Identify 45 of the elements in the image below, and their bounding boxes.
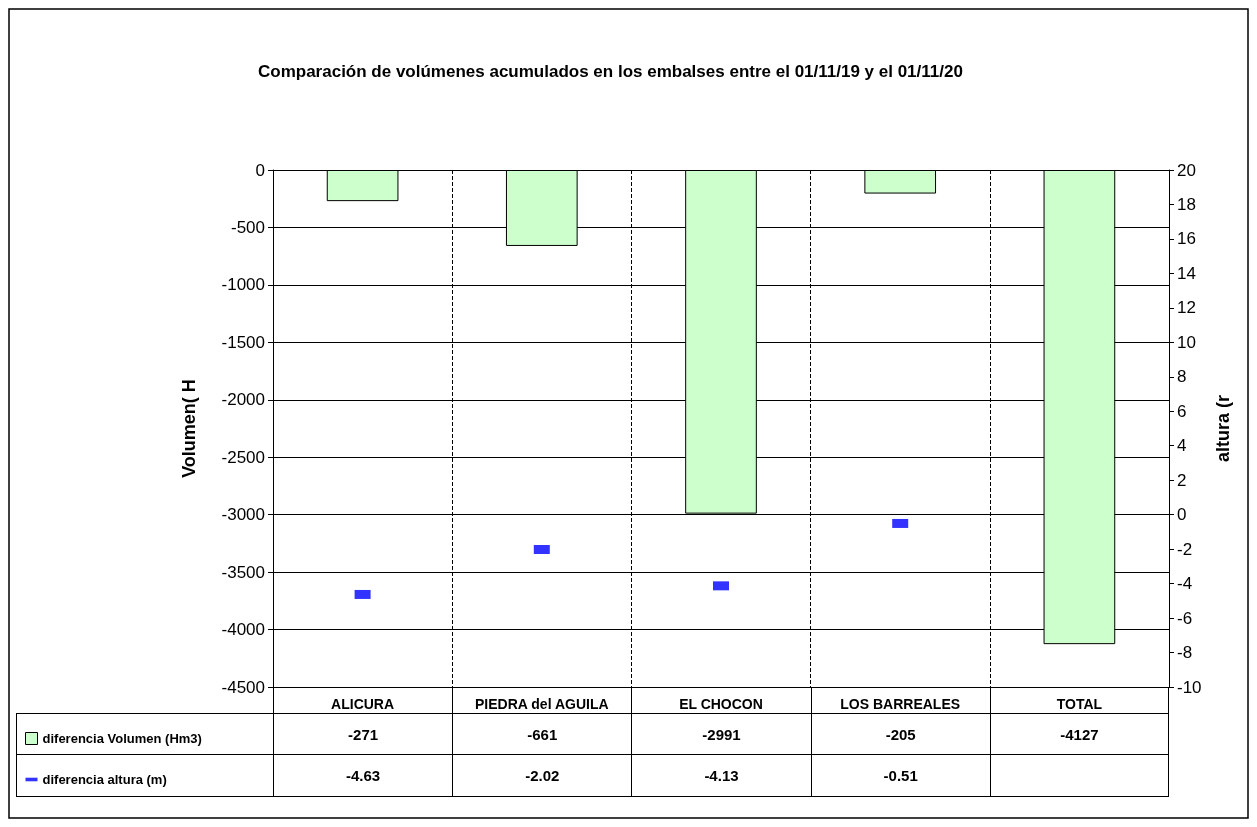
legend-label: diferencia altura (m) <box>42 772 167 787</box>
y2-tick-label: 12 <box>1177 298 1196 318</box>
y2-tick-label: -2 <box>1177 539 1193 559</box>
y-tick-label: -2500 <box>221 447 265 467</box>
y-tick-label: 0 <box>255 160 265 180</box>
y2-tick-label: 0 <box>1177 505 1187 525</box>
y2-tick-label: 8 <box>1177 367 1187 387</box>
y2-tick-label: -8 <box>1177 643 1193 663</box>
y-tick-label: -500 <box>230 217 265 237</box>
y-tick-label: -2000 <box>221 390 265 410</box>
data-label: -2.02 <box>452 755 632 797</box>
data-label: -271 <box>273 713 453 755</box>
y-tick-label: -3000 <box>221 505 265 525</box>
x-tick-label: PIEDRA del AGUILA <box>475 696 609 712</box>
x-tick-label: EL CHOCON <box>679 696 763 712</box>
y2-tick-label: 14 <box>1177 263 1196 283</box>
data-label: -4127 <box>989 713 1169 755</box>
x-tick-label: LOS BARREALES <box>840 696 961 712</box>
data-label: -661 <box>452 713 632 755</box>
y2-tick-label: -4 <box>1177 574 1193 594</box>
y2-tick-label: 16 <box>1177 229 1196 249</box>
legend-label: diferencia Volumen (Hm3) <box>42 731 202 746</box>
y2-tick-label: 2 <box>1177 470 1187 490</box>
data-label: -4.63 <box>273 755 453 797</box>
data-label: -0.51 <box>810 755 990 797</box>
data-label: -4.13 <box>631 755 811 797</box>
x-tick-label: ALICURA <box>331 696 395 712</box>
y2-tick-label: -6 <box>1177 608 1193 628</box>
y-tick-label: -1000 <box>221 275 265 295</box>
y-tick-label: -4500 <box>221 677 265 697</box>
y2-tick-label: 10 <box>1177 332 1196 352</box>
y-tick-label: -4000 <box>221 620 265 640</box>
y2-tick-label: 18 <box>1177 194 1196 214</box>
y-tick-label: -1500 <box>221 332 265 352</box>
y2-tick-label: 20 <box>1177 160 1196 180</box>
data-label: -2991 <box>631 713 811 755</box>
y2-tick-label: 4 <box>1177 436 1187 456</box>
y2-tick-label: 6 <box>1177 401 1187 421</box>
chart-title: Comparación de volúmenes acumulados en los embalses entre el 01/11/19 y el 01/11/20 <box>258 62 963 81</box>
y2-tick-label: -10 <box>1177 677 1202 697</box>
y-tick-label: -3500 <box>221 562 265 582</box>
y2-axis-title: altura (r <box>1213 394 1233 463</box>
x-tick-label: TOTAL <box>1056 696 1103 712</box>
data-label: -205 <box>810 713 990 755</box>
y-axis-title: Volumen( H <box>179 379 199 478</box>
